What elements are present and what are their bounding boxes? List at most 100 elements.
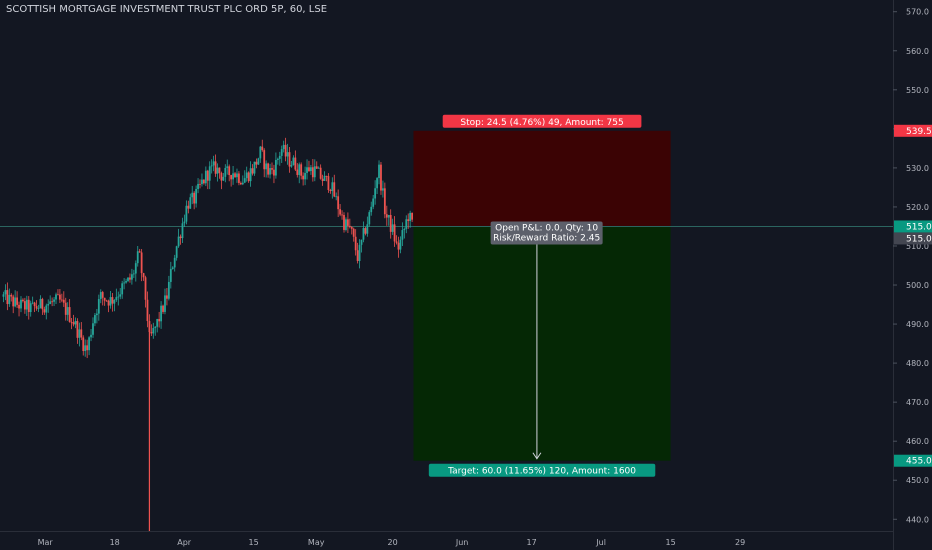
y-tick-label: 440.0 [906,515,929,524]
candle-body [175,246,178,258]
candle-body [366,224,369,234]
candle-body [164,295,166,312]
candle-body [302,175,305,180]
y-tick-label: 460.0 [906,437,929,446]
candle-body [296,169,299,175]
candle-body [409,212,412,222]
target-badge-text: Target: 60.0 (11.65%) 120, Amount: 1600 [447,467,636,477]
y-tick-label: 500.0 [906,281,929,290]
candle-body [300,164,303,176]
last-price-tag-bg [894,232,932,245]
candle-body [269,168,271,175]
y-tick-label: 470.0 [906,398,929,407]
candle-body [105,300,108,302]
candle-body [253,161,256,174]
candle-body [317,167,320,169]
candle-body [247,172,250,182]
candle-body [216,167,219,174]
candle-body [245,172,248,179]
candle-body [271,168,273,170]
candle-body [150,332,153,334]
candle-body [352,228,355,237]
candle-body [348,225,351,228]
candle-body [72,322,75,325]
candle-body [148,321,151,333]
candle-body [22,299,24,302]
candle-body [59,294,61,300]
candle-body [407,219,410,222]
stop-price-tag: 539.5 [906,127,932,137]
x-tick-label: May [308,538,325,547]
candle-body [298,164,301,175]
candle-body [185,205,188,222]
candle-body [123,282,126,284]
candle-body [288,152,291,167]
candle-body [259,146,262,159]
candle-body [113,299,116,304]
candle-body [370,206,373,213]
candle-body [78,329,81,338]
candle-body [41,298,44,310]
candle-body [64,302,67,315]
target-badge: Target: 60.0 (11.65%) 120, Amount: 1600 [428,463,656,477]
candle-body [239,182,242,185]
candle-body [204,170,207,184]
candle-body [90,334,92,338]
candle-body [267,163,270,175]
candle-body [35,306,38,309]
target-price-tag: 455.0 [906,457,932,467]
candle-body [136,251,139,264]
candle-body [397,242,400,250]
candle-body [362,228,365,240]
pnl-info-bg [490,221,603,245]
candle-body [383,188,386,215]
candle-body [25,299,28,310]
candle-body [341,214,343,216]
candle-body [12,296,15,307]
candle-body [399,239,402,250]
candle-body [95,313,98,316]
candle-body [167,281,170,299]
candle-body [380,164,382,191]
candle-body [350,227,353,229]
candle-body [132,273,135,275]
candle-body [356,250,359,261]
candle-body [401,230,404,240]
candle-body [335,196,338,198]
candle-body [385,214,388,218]
candle-body [395,241,398,243]
candle-body [228,166,231,176]
candle-body [43,309,46,313]
candle-body [20,299,22,309]
candle-body [10,294,13,297]
stop-badge: Stop: 24.5 (4.76%) 49, Amount: 755 [442,114,642,128]
candle-body [308,167,310,172]
candle-body [80,329,83,338]
candle-body [274,159,277,176]
candle-body [130,274,133,280]
candle-body [325,175,328,177]
candle-body [111,297,114,304]
candle-body [202,179,205,184]
candle-body [280,149,283,156]
candle-body [103,297,106,301]
candle-body [376,178,378,189]
candle-body [195,188,198,204]
candle-body [331,182,334,191]
candle-body [345,219,347,230]
stop-price-tag-bg [894,124,932,137]
position-overlay: Stop: 24.5 (4.76%) 49, Amount: 755 Target… [428,114,656,477]
candle-body [142,273,145,278]
x-tick-label: Apr [177,538,192,547]
candle-body [16,297,18,305]
candle-body [315,166,318,169]
candle-body [327,176,330,190]
candle-body [125,281,127,283]
y-tick-label: 530.0 [906,164,929,173]
candle-body [310,167,312,172]
candle-body [387,214,390,218]
candle-body [146,299,149,322]
x-tick-label: 20 [388,538,398,547]
